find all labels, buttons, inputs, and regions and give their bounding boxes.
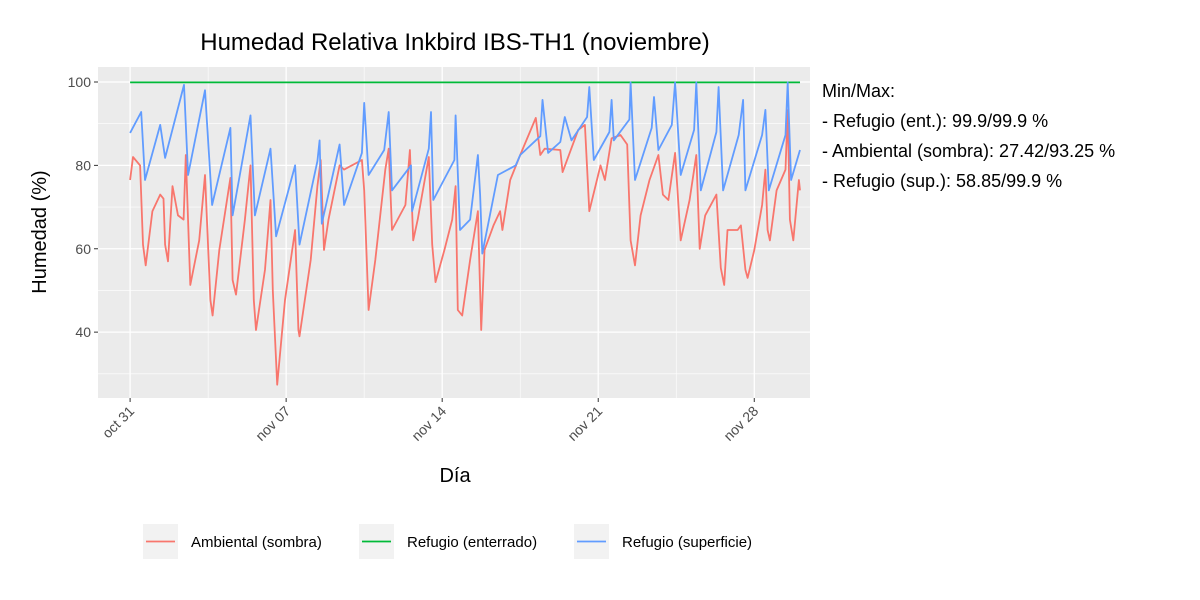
y-axis: 40 60 80 100 [68,74,98,340]
plot-panel [98,67,810,398]
series-lines [129,81,801,386]
x-tick-label: nov 21 [564,403,605,444]
chart-title: Humedad Relativa Inkbird IBS-TH1 (noviem… [200,29,710,56]
legend-item: Ambiental (sombra) [143,524,322,559]
x-tick-label: nov 28 [720,403,761,444]
annotation-superficie: - Refugio (sup.): 58.85/99.9 % [822,171,1062,191]
legend-label: Ambiental (sombra) [191,534,322,551]
annotation-header: Min/Max: [822,81,895,101]
y-tick-label: 40 [75,324,91,340]
annotation-ambiental: - Ambiental (sombra): 27.42/93.25 % [822,141,1115,161]
annotations: Min/Max: - Refugio (ent.): 99.9/99.9 % -… [822,81,1115,191]
y-tick-label: 100 [68,74,92,90]
series-line-refugio-superficie [129,81,801,255]
x-axis-label: Día [439,465,471,487]
x-tick-label: nov 07 [252,403,293,444]
y-tick-label: 60 [75,241,91,257]
series-line-ambiental-sombra [129,109,801,386]
y-tick-label: 80 [75,157,91,173]
y-axis-label: Humedad (%) [29,170,51,293]
legend: Ambiental (sombra) Refugio (enterrado) Ref… [143,524,752,559]
x-tick-label: nov 14 [408,403,449,444]
legend-item: Refugio (enterrado) [359,524,537,559]
x-tick-label: oct 31 [99,403,137,441]
annotation-enterrado: - Refugio (ent.): 99.9/99.9 % [822,111,1048,131]
legend-item: Refugio (superficie) [574,524,752,559]
legend-label: Refugio (superficie) [622,534,752,551]
legend-label: Refugio (enterrado) [407,534,537,551]
x-axis: oct 31 nov 07 nov 14 nov 21 nov 28 [99,398,762,444]
